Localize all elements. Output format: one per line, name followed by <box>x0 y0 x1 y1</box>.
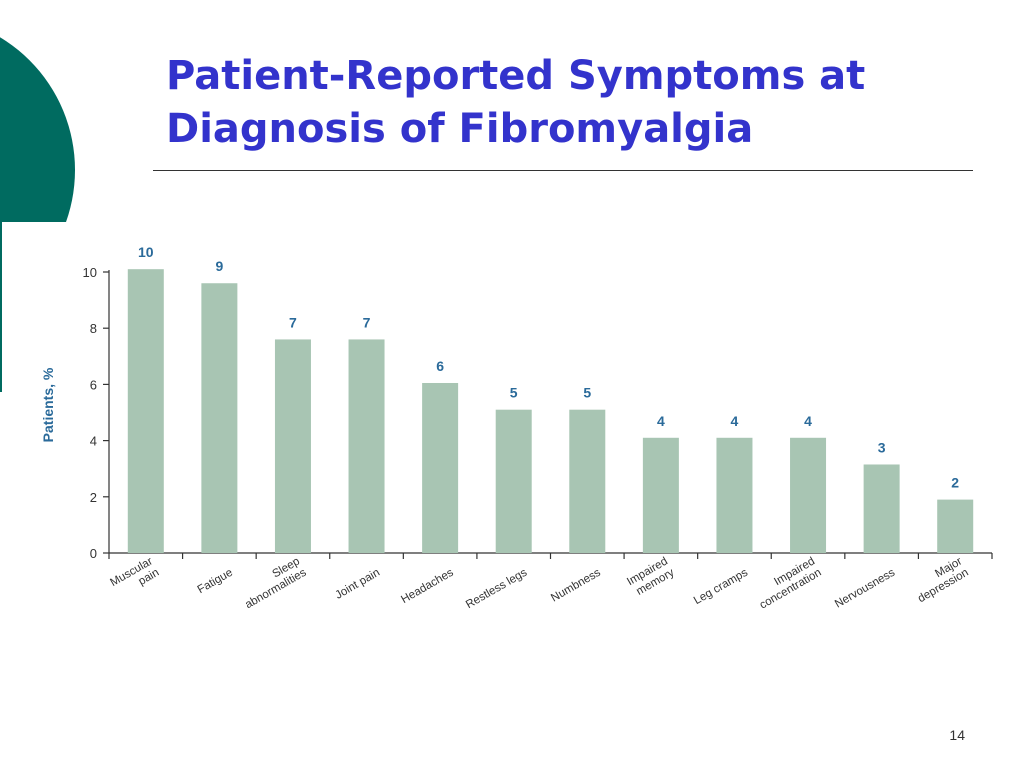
slide-title: Patient-Reported Symptoms at Diagnosis o… <box>166 50 986 156</box>
x-category-label: Impairedmemory <box>625 555 676 599</box>
y-tick-label: 10 <box>83 265 97 280</box>
slide-title-line-2: Diagnosis of Fibromyalgia <box>166 106 754 152</box>
slide-title-line-1: Patient-Reported Symptoms at <box>166 53 866 99</box>
bar <box>348 339 385 553</box>
bar <box>127 269 164 553</box>
bar <box>495 409 532 553</box>
bar <box>716 437 753 553</box>
x-category-label-line: Numbness <box>549 567 603 605</box>
x-category-label: Muscularpain <box>108 555 161 600</box>
bar <box>422 382 459 553</box>
decorative-dark-strip <box>0 222 2 392</box>
bar-chart: 0 2 4 6 8 10 Patients, % 10 Muscularpain 9 Fatigue… <box>40 244 993 612</box>
x-category-label: Nervousness <box>833 567 897 611</box>
data-label: 9 <box>215 258 223 274</box>
data-label: 7 <box>289 314 297 330</box>
x-category-label: Impairedconcentration <box>751 555 823 611</box>
data-label: 4 <box>657 413 665 429</box>
data-label: 6 <box>436 358 444 374</box>
x-category-label-line: Headaches <box>399 567 456 607</box>
x-category-label: Leg cramps <box>692 567 750 608</box>
bar <box>937 499 974 553</box>
x-category-label: Sleepabnormalities <box>237 555 309 611</box>
data-label: 4 <box>731 413 739 429</box>
data-label: 5 <box>583 385 591 401</box>
y-axis-label: Patients, % <box>40 367 56 442</box>
bar <box>201 283 238 553</box>
title-divider <box>153 170 973 171</box>
data-label: 10 <box>138 244 154 260</box>
y-tick-label: 4 <box>90 434 97 449</box>
data-label: 4 <box>804 413 812 429</box>
bar <box>642 437 679 553</box>
x-category-label-line: Joint pain <box>333 567 382 602</box>
data-label: 2 <box>951 475 959 491</box>
bar <box>863 464 900 553</box>
x-category-label: Headaches <box>399 567 456 607</box>
page-number: 14 <box>949 727 965 743</box>
y-tick-label: 0 <box>90 546 97 561</box>
data-label: 7 <box>363 314 371 330</box>
y-tick-label: 6 <box>90 377 97 392</box>
bar <box>274 339 311 553</box>
x-category-label-line: Fatigue <box>196 567 235 597</box>
data-label: 5 <box>510 385 518 401</box>
x-category-label-line: Leg cramps <box>692 567 750 608</box>
x-category-label: Joint pain <box>333 567 382 602</box>
x-category-label: Fatigue <box>196 567 235 597</box>
bar <box>790 437 827 553</box>
bar <box>569 409 606 553</box>
y-tick-label: 2 <box>90 490 97 505</box>
y-tick-label: 8 <box>90 321 97 336</box>
data-label: 3 <box>878 439 886 455</box>
x-category-label-line: Nervousness <box>833 567 897 611</box>
x-category-label: Numbness <box>549 567 603 605</box>
x-category-label: Majordepression <box>909 555 970 605</box>
x-category-label: Restless legs <box>464 567 529 612</box>
x-category-label-line: Restless legs <box>464 567 529 612</box>
